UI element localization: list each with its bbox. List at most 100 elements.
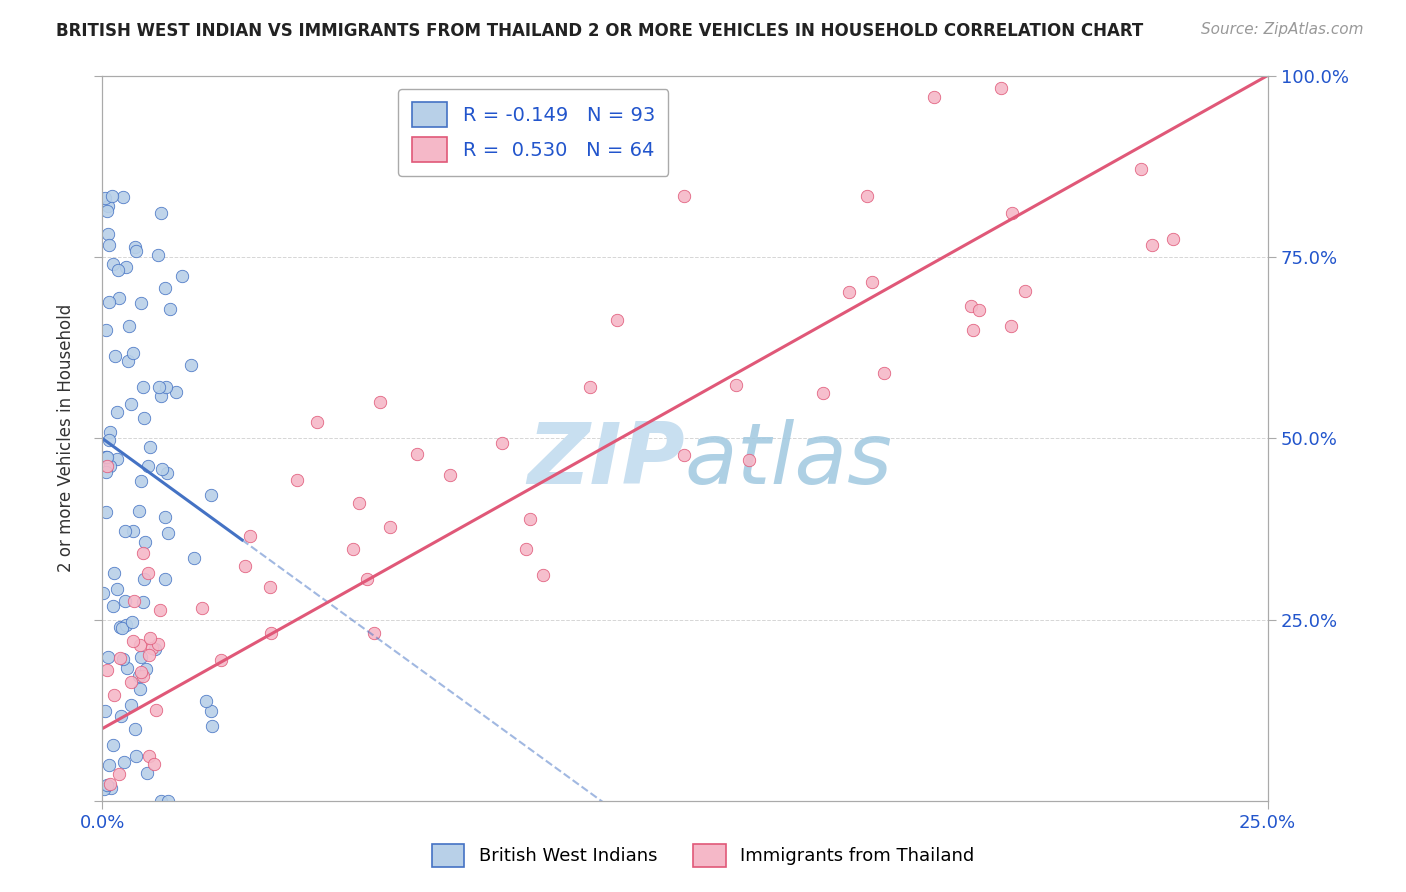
Point [439,467,461,482]
Point [114,524,136,538]
Point [107,767,129,781]
Point [122,594,145,608]
Point [94,450,117,464]
Point [96,450,118,464]
Point [107,291,129,305]
Point [107,452,129,467]
Point [856,188,879,202]
Point [153,572,176,586]
Point [146,248,169,262]
Point [138,648,160,662]
Point [363,625,385,640]
Point [259,580,281,594]
Point [159,301,181,316]
Point [873,366,896,380]
Point [128,669,150,683]
Point [1000,318,1022,333]
Legend: R = -0.149   N = 93, R =  0.530   N = 64: R = -0.149 N = 93, R = 0.530 N = 64 [398,89,668,176]
Point [1130,161,1153,176]
Point [156,466,179,480]
Point [97,649,120,664]
Point [131,650,153,665]
Point [108,651,131,665]
Point [287,473,309,487]
Point [673,448,696,462]
Point [149,603,172,617]
Point [356,572,378,586]
Point [138,632,160,646]
Point [342,541,364,556]
Point [141,640,163,655]
Point [112,190,135,204]
Point [183,550,205,565]
Point [114,594,136,608]
Point [93,782,115,797]
Point [924,90,946,104]
Point [136,566,159,581]
Point [101,257,124,271]
Point [579,380,602,394]
Point [200,488,222,502]
Point [128,681,150,696]
Point [180,358,202,372]
Point [124,240,146,254]
Point [100,777,122,791]
Point [737,453,759,467]
Point [150,462,173,476]
Point [370,395,392,409]
Point [96,204,118,219]
Point [115,661,138,675]
Point [125,244,148,258]
Point [195,694,218,708]
Point [156,525,179,540]
Point [139,440,162,454]
Point [112,756,135,770]
Point [105,404,128,418]
Point [132,595,155,609]
Point [132,572,155,586]
Point [143,641,166,656]
Point [1001,206,1024,220]
Point [673,188,696,202]
Point [132,546,155,560]
Point [200,704,222,718]
Point [117,354,139,368]
Point [104,349,127,363]
Point [98,237,121,252]
Point [138,748,160,763]
Text: ZIP: ZIP [527,418,685,501]
Point [131,669,153,683]
Point [201,719,224,733]
Point [120,397,142,411]
Point [145,703,167,717]
Point [233,558,256,573]
Point [96,663,118,677]
Point [515,542,537,557]
Point [307,415,329,429]
Point [606,313,628,327]
Point [142,757,165,772]
Point [111,652,134,666]
Point [96,465,118,479]
Point [97,227,120,242]
Point [98,757,121,772]
Point [209,653,232,667]
Text: atlas: atlas [685,418,893,501]
Point [124,722,146,736]
Point [97,433,120,447]
Point [108,620,131,634]
Point [94,323,117,337]
Legend: British West Indians, Immigrants from Thailand: British West Indians, Immigrants from Th… [425,837,981,874]
Point [860,275,883,289]
Point [519,512,541,526]
Point [101,738,124,752]
Point [148,380,170,394]
Point [94,704,117,718]
Point [110,709,132,723]
Text: BRITISH WEST INDIAN VS IMMIGRANTS FROM THAILAND 2 OR MORE VEHICLES IN HOUSEHOLD : BRITISH WEST INDIAN VS IMMIGRANTS FROM T… [56,22,1143,40]
Point [136,458,159,473]
Point [725,378,748,392]
Point [115,617,138,632]
Point [132,379,155,393]
Point [115,260,138,274]
